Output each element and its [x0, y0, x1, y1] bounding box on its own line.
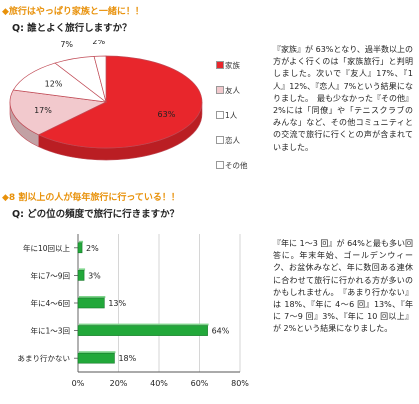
legend-swatch [216, 161, 224, 169]
section1-title: ◆旅行はやっぱり家族と一緒に！！ [2, 7, 144, 17]
pie-slice-2 [12, 62, 108, 103]
y-category-label-3: 年に1〜3回 [30, 326, 70, 336]
x-tick-label-3: 60% [191, 379, 209, 388]
section2-paragraph: 『年に 1～3 回』が 64%と最も多い回答に。年末年始、ゴールデンウィーク、お… [273, 239, 413, 334]
x-tick-label-4: 80% [231, 379, 249, 388]
pie-chart: 63% 17% 12% 7% 2% [0, 37, 215, 180]
bar-0 [77, 242, 83, 254]
bar-top-3 [79, 323, 209, 326]
pie-chart-svg: 63% 17% 12% 7% 2% [9, 37, 203, 161]
pie-value-label-0: 63% [158, 110, 176, 119]
legend-label: 家族 [225, 61, 240, 70]
y-category-label-2: 年に4〜6回 [30, 298, 70, 308]
legend-swatch [216, 86, 224, 94]
pie-slice-1 [9, 89, 108, 136]
pie-value-label-3: 7% [60, 40, 73, 49]
x-tick-label-1: 20% [110, 379, 128, 388]
bar-1 [77, 270, 85, 281]
pie-value-label-4: 2% [92, 40, 105, 46]
bar-4 [77, 352, 115, 364]
bar-top-2 [79, 296, 106, 298]
section2-title: ◆8 割以上の人が毎年旅行に行っている！！ [2, 193, 180, 203]
pie-value-label-1: 17% [34, 106, 52, 115]
bar-chart: 0% 20% 40% 60% 80% 年に10回以上 2% 年に7〜9回 3% 年に4〜6回 13%… [0, 222, 260, 400]
pie-slice-4 [93, 55, 107, 103]
bar-chart-svg: 0% 20% 40% 60% 80% 年に10回以上 2% 年に7〜9回 3% 年に4〜6回 13%… [18, 234, 249, 388]
section2-question: Q: どの位の頻度で旅行に行きますか？ [12, 209, 180, 220]
section1-question: Q: 誰とよく旅行しますか？ [12, 23, 132, 34]
bar-value-label-4: 18% [118, 354, 136, 363]
bar-top-4 [79, 351, 116, 354]
legend-label: 恋人 [225, 136, 240, 145]
bar-value-label-3: 64% [212, 327, 230, 336]
x-tick-label-2: 40% [150, 379, 168, 388]
legend-swatch [216, 111, 224, 119]
y-category-label-1: 年に7〜9回 [30, 270, 70, 280]
bar-top-1 [79, 268, 86, 271]
section1-paragraph: 『家族』が 63%となり、過半数以上の方がよく行くのは「家族旅行」と判明しました… [273, 45, 413, 152]
legend-label: 友人 [225, 86, 240, 95]
legend-swatch [216, 136, 224, 144]
x-tick-label-0: 0% [72, 379, 85, 388]
legend-label: 1人 [225, 111, 238, 120]
bar-top-0 [79, 240, 84, 243]
bar-value-label-0: 2% [86, 244, 99, 253]
pie-value-label-2: 12% [45, 79, 63, 88]
bar-2 [77, 297, 105, 309]
pie-slice-0 [37, 55, 203, 149]
legend-swatch [216, 61, 224, 69]
legend-label: その他 [225, 161, 248, 170]
bar-value-label-2: 13% [108, 299, 126, 308]
bar-value-label-1: 3% [88, 271, 101, 280]
bar-3 [77, 325, 208, 336]
y-category-label-0: 年に10回以上 [23, 243, 71, 253]
y-category-label-4: あまり行かない [18, 353, 71, 363]
